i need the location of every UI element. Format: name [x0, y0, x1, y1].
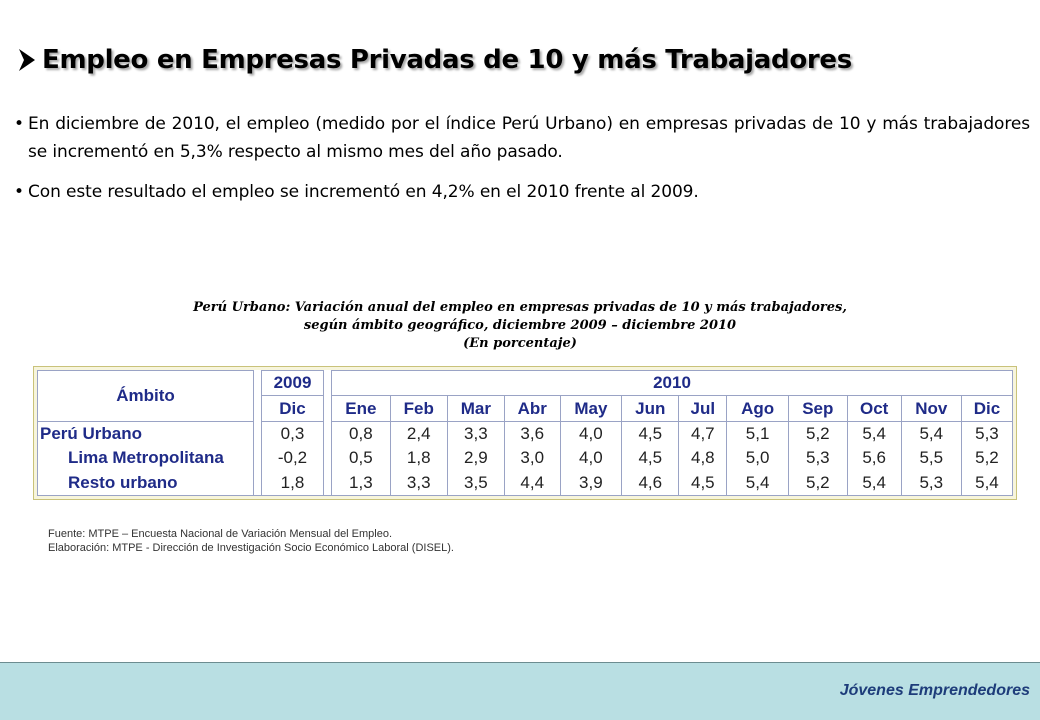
- bullet-text: Con este resultado el empleo se incremen…: [28, 182, 699, 202]
- table-cell: 5,6: [846, 446, 902, 471]
- table-cell: 0,8: [331, 421, 391, 447]
- ambito-header: Ámbito: [37, 370, 254, 422]
- month-header: Ene: [331, 395, 391, 422]
- table-cell: 4,5: [621, 421, 680, 447]
- table-cell: 4,7: [678, 421, 728, 447]
- table-cell: 5,4: [726, 470, 789, 496]
- row-label: Resto urbano: [37, 470, 254, 496]
- month-header: Jul: [678, 395, 728, 422]
- table-cell: 5,4: [846, 470, 902, 496]
- month-header: Jun: [621, 395, 680, 422]
- arrow-bullet-icon: [16, 45, 38, 75]
- table-cell: 3,6: [503, 421, 561, 447]
- table-caption: Perú Urbano: Variación anual del empleo …: [110, 299, 930, 353]
- table-cell: 4,0: [559, 421, 623, 447]
- table-header-row: Ámbito 2009 2010: [37, 369, 1013, 422]
- table-cell: 5,0: [726, 446, 789, 471]
- bullet-dot-icon: •: [14, 182, 25, 202]
- bullet-dot-icon: •: [14, 114, 25, 134]
- table-cell: 3,0: [503, 446, 561, 471]
- table-cell: 4,8: [678, 446, 728, 471]
- month-header: Feb: [389, 395, 448, 422]
- table-cell: 3,5: [446, 470, 505, 496]
- table-cell: 5,5: [900, 446, 962, 471]
- table-cell: 5,3: [900, 470, 962, 496]
- employment-table: Ámbito 2009 2010 Dic Ene Feb Mar Abr May…: [37, 369, 1014, 496]
- month-header: Nov: [900, 395, 962, 422]
- table-cell: 1,8: [389, 446, 448, 471]
- month-header: Ago: [726, 395, 789, 422]
- table-cell: 5,2: [787, 421, 848, 447]
- bullet-item: • Con este resultado el empleo se increm…: [14, 178, 1030, 206]
- table-cell: 3,3: [446, 421, 505, 447]
- data-table-frame: Ámbito 2009 2010 Dic Ene Feb Mar Abr May…: [33, 366, 1017, 500]
- month-header: May: [559, 395, 623, 422]
- month-header: Dic: [960, 395, 1014, 422]
- table-cell: 1,8: [261, 470, 324, 496]
- row-label: Lima Metropolitana: [37, 446, 254, 471]
- slide-title-text: Empleo en Empresas Privadas de 10 y más …: [42, 45, 852, 75]
- footer-bar: Jóvenes Emprendedores: [0, 662, 1040, 720]
- table-cell: 5,2: [787, 470, 848, 496]
- table-cell: 5,4: [846, 421, 902, 447]
- slide-title: Empleo en Empresas Privadas de 10 y más …: [16, 40, 1026, 80]
- table-cell: 5,1: [726, 421, 789, 447]
- month-header: Dic: [261, 395, 324, 422]
- bullet-list: • En diciembre de 2010, el empleo (medid…: [14, 110, 1030, 218]
- table-row: Lima Metropolitana -0,2 0,5 1,8 2,9 3,0 …: [37, 446, 1014, 471]
- row-label: Perú Urbano: [37, 421, 254, 447]
- month-header: Sep: [787, 395, 848, 422]
- bullet-text: En diciembre de 2010, el empleo (medido …: [28, 114, 1030, 162]
- table-cell: 2,4: [389, 421, 448, 447]
- year-2009-header: 2009: [261, 369, 324, 397]
- month-header: Mar: [446, 395, 505, 422]
- elaboration-note: Elaboración: MTPE - Dirección de Investi…: [48, 542, 454, 554]
- table-cell: 5,2: [960, 446, 1014, 471]
- bullet-item: • En diciembre de 2010, el empleo (medid…: [14, 110, 1030, 166]
- table-cell: 2,9: [446, 446, 505, 471]
- table-cell: 4,5: [621, 446, 680, 471]
- table-cell: 5,3: [787, 446, 848, 471]
- table-month-row: Dic Ene Feb Mar Abr May Jun Jul Ago Sep …: [38, 395, 1014, 422]
- table-cell: 4,6: [621, 470, 680, 496]
- table-caption-line: según ámbito geográfico, diciembre 2009 …: [303, 318, 737, 333]
- table-caption-line: Perú Urbano: Variación anual del empleo …: [193, 300, 847, 315]
- table-notes: Fuente: MTPE – Encuesta Nacional de Vari…: [48, 527, 454, 555]
- table-caption-line: (En porcentaje): [463, 336, 577, 351]
- table-cell: 5,3: [960, 421, 1014, 447]
- table-cell: 0,3: [261, 421, 324, 447]
- table-row: Resto urbano 1,8 1,3 3,3 3,5 4,4 3,9 4,6…: [37, 470, 1014, 496]
- footer-brand: Jóvenes Emprendedores: [839, 682, 1030, 699]
- table-row: Perú Urbano 0,3 0,8 2,4 3,3 3,6 4,0 4,5 …: [37, 421, 1014, 447]
- month-header: Oct: [846, 395, 902, 422]
- table-cell: 1,3: [331, 470, 391, 496]
- month-header: Abr: [503, 395, 561, 422]
- table-cell: 5,4: [960, 470, 1014, 496]
- table-cell: 3,3: [389, 470, 448, 496]
- table-cell: -0,2: [261, 446, 324, 471]
- year-2010-header: 2010: [331, 369, 1013, 397]
- table-cell: 0,5: [331, 446, 391, 471]
- table-cell: 3,9: [559, 470, 623, 496]
- table-cell: 4,5: [678, 470, 728, 496]
- table-cell: 4,4: [503, 470, 561, 496]
- source-note: Fuente: MTPE – Encuesta Nacional de Vari…: [48, 528, 393, 540]
- table-cell: 5,4: [900, 421, 962, 447]
- table-cell: 4,0: [559, 446, 623, 471]
